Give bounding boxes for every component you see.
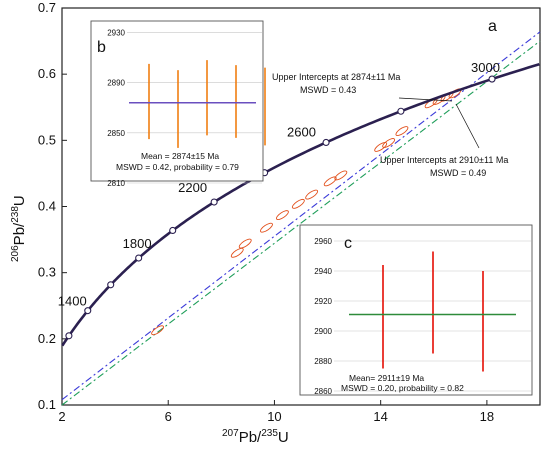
y-tick-label: 0.7 bbox=[38, 0, 56, 15]
x-tick-label: 10 bbox=[267, 409, 281, 424]
y-tick-label: 0.1 bbox=[38, 397, 56, 412]
data-ellipse bbox=[395, 126, 409, 136]
concordia-age-marker bbox=[397, 107, 405, 115]
inset-b-stat-line1: Mean = 2874±15 Ma bbox=[141, 151, 219, 161]
annotation-1-leader bbox=[398, 97, 453, 102]
discordia-line-1 bbox=[61, 31, 541, 401]
data-ellipse bbox=[382, 138, 396, 148]
concordia-age-marker bbox=[210, 198, 218, 206]
inset-y-tick-label: 2960 bbox=[314, 237, 332, 246]
inset-y-tick-label: 2890 bbox=[107, 79, 125, 88]
concordia-age-marker bbox=[169, 226, 177, 235]
concordia-age-label: 1800 bbox=[123, 236, 152, 251]
discordia-line-2 bbox=[61, 40, 541, 406]
data-ellipse bbox=[323, 176, 337, 187]
x-tick-label: 2 bbox=[58, 409, 65, 424]
inset-y-tick-label: 2860 bbox=[314, 387, 332, 396]
concordia-age-marker bbox=[65, 332, 73, 340]
y-axis-label: 206Pb/238U bbox=[10, 195, 28, 262]
concordia-age-marker bbox=[322, 138, 330, 147]
data-ellipse bbox=[275, 210, 289, 221]
annotation-upper-intercept-1: Upper Intercepts at 2874±11 Ma MSWD = 0.… bbox=[272, 72, 453, 102]
data-ellipse bbox=[151, 325, 165, 336]
concordia-age-marker bbox=[84, 307, 92, 315]
annotation-1-line1: Upper Intercepts at 2874±11 Ma bbox=[272, 72, 400, 82]
inset-y-tick-label: 2930 bbox=[107, 29, 125, 38]
inset-c: 2860 2880 2900 2920 2940 2960 c Mean= 2911±19… bbox=[299, 224, 533, 396]
data-ellipse bbox=[374, 142, 388, 152]
inset-b-plot: 2810 2850 2890 2930 bbox=[107, 29, 266, 188]
data-ellipse bbox=[238, 238, 252, 249]
y-tick-label: 0.4 bbox=[38, 199, 56, 214]
inset-y-tick-label: 2920 bbox=[314, 297, 332, 306]
inset-c-stat-line2: MSWD = 0.20, probability = 0.82 bbox=[341, 383, 464, 393]
concordia-age-label: 1400 bbox=[58, 294, 87, 309]
annotation-2-leader bbox=[455, 103, 480, 149]
annotation-2-line1: Upper Intercepts at 2910±11 Ma bbox=[380, 155, 508, 165]
concordia-age-marker bbox=[488, 75, 496, 83]
main-y-tick-labels: 0.1 0.2 0.3 0.4 0.5 0.6 0.7 bbox=[38, 0, 56, 412]
annotation-upper-intercept-2: Upper Intercepts at 2910±11 Ma MSWD = 0.… bbox=[380, 103, 508, 178]
inset-y-tick-label: 2850 bbox=[107, 129, 125, 138]
concordia-age-labels: 1400 1800 2200 2600 3000 bbox=[58, 60, 500, 309]
main-x-tick-labels: 2 6 10 14 18 bbox=[58, 409, 494, 424]
inset-c-frame bbox=[299, 224, 533, 396]
data-ellipse bbox=[334, 170, 348, 181]
inset-y-tick-label: 2940 bbox=[314, 267, 332, 276]
data-ellipse bbox=[305, 189, 319, 200]
inset-b-stat-line2: MSWD = 0.42, probability = 0.79 bbox=[116, 162, 239, 172]
y-tick-label: 0.3 bbox=[38, 265, 56, 280]
discordia-lines bbox=[61, 31, 541, 406]
concordia-line bbox=[61, 62, 540, 347]
inset-c-plot: 2860 2880 2900 2920 2940 2960 bbox=[314, 237, 531, 396]
inset-y-tick-label: 2810 bbox=[107, 179, 125, 188]
concordia-age-label: 2600 bbox=[287, 124, 316, 139]
data-ellipse bbox=[260, 222, 273, 233]
concordia-age-label: 3000 bbox=[471, 60, 500, 75]
y-tick-label: 0.2 bbox=[38, 331, 56, 346]
inset-c-stat-line1: Mean= 2911±19 Ma bbox=[349, 373, 424, 383]
panel-label-b: b bbox=[97, 39, 106, 56]
x-tick-label: 6 bbox=[165, 409, 172, 424]
inset-y-tick-label: 2900 bbox=[314, 327, 332, 336]
inset-y-tick-label: 2880 bbox=[314, 357, 332, 366]
panel-label-c: c bbox=[344, 235, 352, 252]
concordia-age-marker bbox=[107, 281, 115, 289]
y-tick-label: 0.6 bbox=[38, 66, 56, 81]
annotation-1-line2: MSWD = 0.43 bbox=[300, 85, 356, 95]
x-axis-label: 207Pb/235U bbox=[222, 428, 289, 446]
x-tick-label: 18 bbox=[480, 409, 494, 424]
concordia-age-label: 2200 bbox=[178, 180, 207, 195]
annotation-2-line2: MSWD = 0.49 bbox=[430, 168, 486, 178]
inset-b-frame bbox=[90, 20, 264, 182]
inset-b: 2810 2850 2890 2930 b Mean = 2874±15 Ma MSW… bbox=[90, 20, 266, 188]
data-ellipse bbox=[230, 247, 244, 258]
concordia-age-marker bbox=[135, 254, 143, 262]
y-tick-label: 0.5 bbox=[38, 132, 56, 147]
x-tick-label: 14 bbox=[373, 409, 387, 424]
data-ellipse bbox=[291, 198, 305, 209]
panel-label-a: a bbox=[488, 18, 497, 35]
